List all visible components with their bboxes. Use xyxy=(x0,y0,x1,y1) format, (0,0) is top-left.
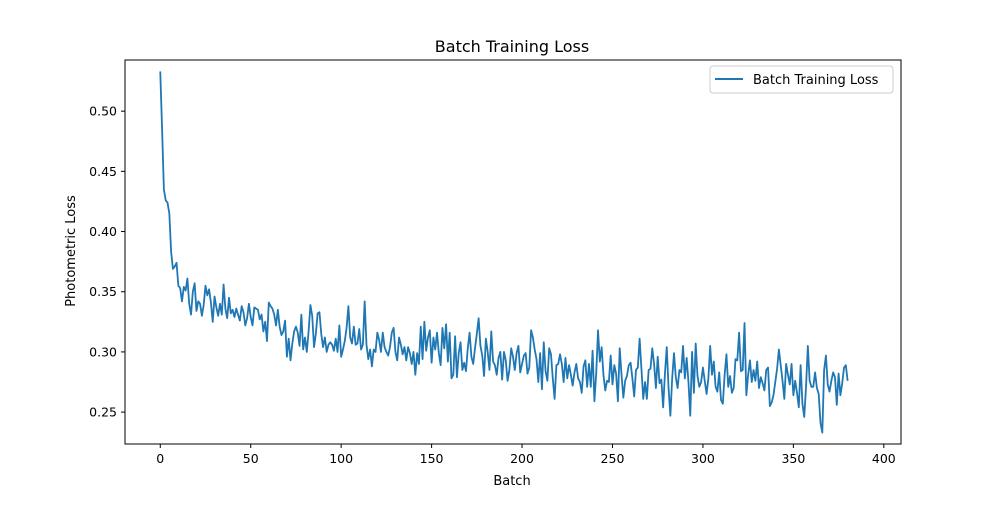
x-tick-label: 150 xyxy=(420,451,444,466)
chart-title: Batch Training Loss xyxy=(435,37,589,56)
series-line xyxy=(159,71,849,434)
legend-label: Batch Training Loss xyxy=(753,73,879,88)
y-tick-label: 0.35 xyxy=(89,284,117,299)
y-tick-label: 0.50 xyxy=(89,104,117,119)
x-tick-label: 250 xyxy=(601,451,625,466)
y-tick-label: 0.45 xyxy=(89,164,117,179)
x-tick-label: 300 xyxy=(691,451,715,466)
x-tick-label: 100 xyxy=(329,451,353,466)
x-axis: 0 50 100 150 200 250 300 350 400 xyxy=(156,444,896,466)
legend-frame xyxy=(709,65,894,94)
plot-area xyxy=(124,59,902,445)
axes-frame xyxy=(124,59,902,445)
y-tick-label: 0.30 xyxy=(89,344,117,359)
x-tick-label: 50 xyxy=(243,451,259,466)
legend: Batch Training Loss xyxy=(709,65,894,94)
x-tick-label: 0 xyxy=(156,451,164,466)
x-tick-label: 400 xyxy=(872,451,896,466)
x-axis-label: Batch xyxy=(493,474,530,489)
y-axis-label: Photometric Loss xyxy=(64,195,79,307)
x-tick-label: 200 xyxy=(510,451,534,466)
y-tick-label: 0.25 xyxy=(89,405,117,420)
y-axis: 0.25 0.30 0.35 0.40 0.45 0.50 xyxy=(89,104,125,420)
x-tick-label: 350 xyxy=(781,451,805,466)
y-tick-label: 0.40 xyxy=(89,224,117,239)
